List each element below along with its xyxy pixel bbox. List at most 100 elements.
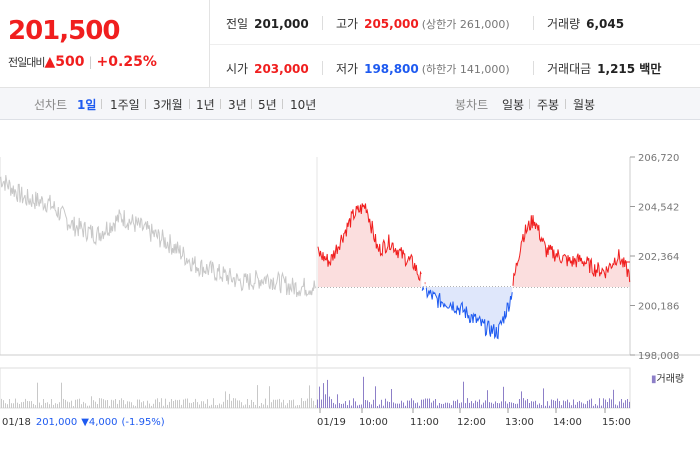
volume-bar <box>379 404 380 408</box>
x-tick-label: 11:00 <box>410 417 439 428</box>
volume-bar <box>393 402 394 408</box>
volume-bar <box>273 399 274 408</box>
price-box: 201,500 전일대비▲500 | +0.25% <box>0 0 210 88</box>
volume-bar <box>229 393 230 408</box>
volume-bar <box>507 403 508 408</box>
tab-5year[interactable]: 5년 <box>258 98 277 112</box>
volume-bar <box>355 401 356 408</box>
volume-bar <box>55 403 56 408</box>
volume-bar <box>207 399 208 408</box>
volume-bar <box>189 402 190 408</box>
volume-bar <box>259 406 260 408</box>
volume-bar <box>469 402 470 408</box>
volume-bar <box>15 398 16 408</box>
volume-bar <box>181 404 182 408</box>
volume-bar <box>43 399 44 408</box>
today-down-line <box>421 286 425 291</box>
volume-bar <box>165 398 166 408</box>
volume-bar <box>425 398 426 408</box>
volume-bar <box>53 404 54 408</box>
volume-bar <box>193 402 194 408</box>
volume-bar <box>375 386 376 408</box>
quote-header: 201,500 전일대비▲500 | +0.25% 전일 201,000 고가 205,… <box>0 0 700 88</box>
volume-bar <box>195 398 196 408</box>
volume-bar <box>169 401 170 408</box>
tab-3month[interactable]: 3개월 <box>153 98 183 112</box>
tab-1day[interactable]: 1일 <box>77 98 97 112</box>
volume-bar <box>607 402 608 408</box>
volume-bar <box>337 394 338 408</box>
volume-bar <box>297 405 298 408</box>
tab-monthly-candle[interactable]: 월봉 <box>573 98 596 112</box>
volume-bar <box>79 398 80 408</box>
tab-3year[interactable]: 3년 <box>228 98 247 112</box>
volume-bar <box>629 401 630 408</box>
volume-bar <box>615 404 616 408</box>
volume-bar <box>441 403 442 408</box>
volume-bar <box>21 402 22 408</box>
volume-bar <box>477 401 478 408</box>
tab-weekly-candle[interactable]: 주봉 <box>537 98 560 112</box>
volume-bar <box>109 405 110 408</box>
volume-bar <box>443 403 444 408</box>
volume-bar <box>359 404 360 408</box>
volume-bar <box>149 403 150 408</box>
volume-bar <box>363 376 364 408</box>
volume-bar <box>577 402 578 408</box>
volume-bar <box>595 404 596 408</box>
volume-bar <box>177 400 178 408</box>
volume-bar <box>251 399 252 408</box>
volume-bar <box>319 386 320 408</box>
tab-daily-candle[interactable]: 일봉 <box>502 98 525 112</box>
volume-bar <box>427 398 428 408</box>
volume-bar <box>155 399 156 408</box>
volume-bar <box>77 399 78 408</box>
volume-bar <box>451 405 452 408</box>
volume-bar <box>339 403 340 408</box>
volume-bar <box>583 403 584 408</box>
volume-bar <box>25 398 26 408</box>
volume-bar <box>137 399 138 408</box>
volume-bar <box>233 398 234 408</box>
prev-day-info: 01/18 201,000 ▼4,000 (-1.95%) <box>2 417 165 428</box>
volume-bar <box>11 403 12 408</box>
x-tick-label: 14:00 <box>553 417 582 428</box>
volume-bar <box>65 399 66 408</box>
volume-legend: ▮거래량 <box>651 373 684 385</box>
volume-bar <box>141 402 142 408</box>
volume-bar <box>449 403 450 408</box>
volume-bar <box>343 403 344 408</box>
volume-bar <box>329 396 330 408</box>
volume-bar <box>131 402 132 408</box>
volume-bar <box>473 403 474 408</box>
volume-bar <box>553 400 554 408</box>
volume-bar <box>151 405 152 408</box>
volume-bar <box>213 398 214 408</box>
tab-10year[interactable]: 10년 <box>290 98 317 112</box>
volume-bar <box>239 400 240 408</box>
volume-bar <box>395 403 396 408</box>
volume-bar <box>13 403 14 408</box>
volume-bar <box>71 400 72 408</box>
volume-bar <box>57 403 58 408</box>
volume-bar <box>5 403 6 408</box>
volume-bar <box>369 402 370 408</box>
volume-bar <box>75 399 76 408</box>
volume-bar <box>187 398 188 408</box>
volume-bar <box>61 382 62 408</box>
volume-bar <box>383 405 384 408</box>
x-tick-label: 01/19 <box>317 417 346 428</box>
volume-bar <box>521 391 522 408</box>
volume-bar <box>91 396 92 408</box>
tab-1year[interactable]: 1년 <box>196 98 215 112</box>
volume-bar <box>9 399 10 408</box>
volume-bar <box>403 402 404 408</box>
volume-bar <box>113 400 114 408</box>
volume-bar <box>7 404 8 408</box>
stat-prev: 전일 201,000 <box>226 17 309 31</box>
tab-1week[interactable]: 1주일 <box>110 98 140 112</box>
volume-bar <box>17 402 18 408</box>
volume-bar <box>415 403 416 408</box>
volume-bar <box>345 401 346 408</box>
current-price: 201,500 <box>8 16 120 46</box>
